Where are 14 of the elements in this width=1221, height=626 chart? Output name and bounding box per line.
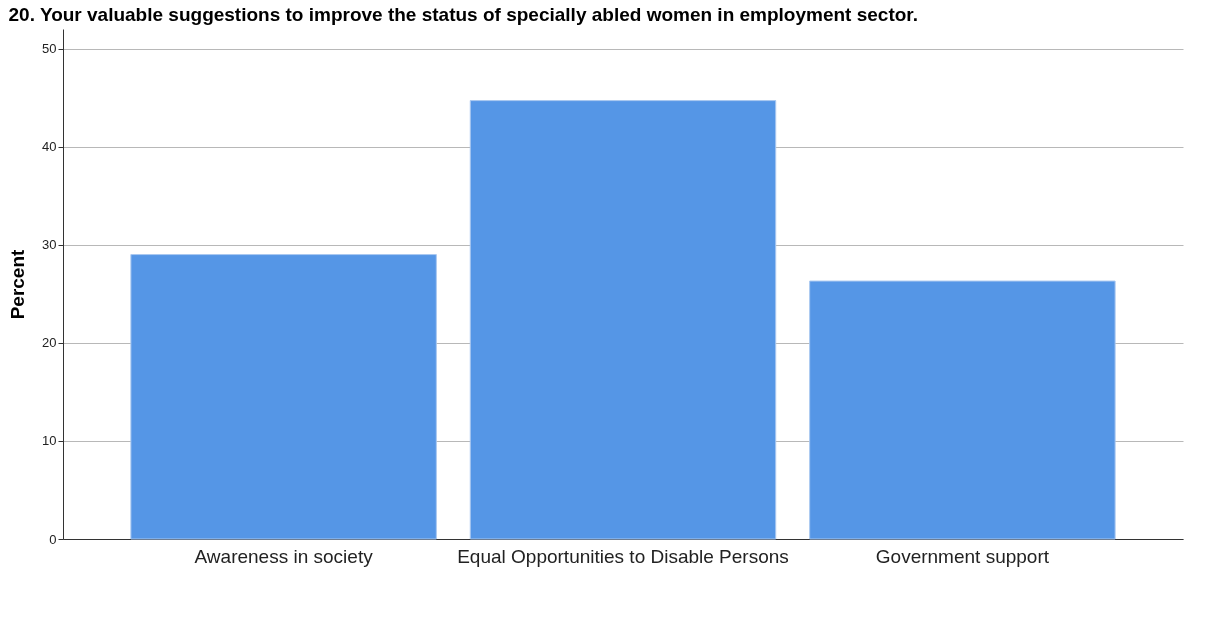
x-tick-label: Government support [875, 545, 1050, 567]
y-tick-label: 20 [42, 335, 57, 351]
y-tick-label: 0 [49, 531, 57, 547]
bar [469, 100, 777, 540]
chart-title: 20. Your valuable suggestions to improve the status of specially abled women in employment sector. [8, 4, 918, 25]
y-tick-label: 10 [42, 433, 57, 449]
x-tick-label: Equal Opportunities to Disable Persons [457, 545, 789, 567]
x-tick-label: Awareness in society [194, 545, 374, 567]
bar [809, 280, 1116, 540]
y-axis-title: Percent [7, 248, 29, 320]
y-tick-label: 40 [42, 139, 57, 155]
bar [130, 254, 437, 540]
y-tick-label: 50 [42, 41, 57, 57]
y-tick-label: 30 [42, 237, 57, 253]
